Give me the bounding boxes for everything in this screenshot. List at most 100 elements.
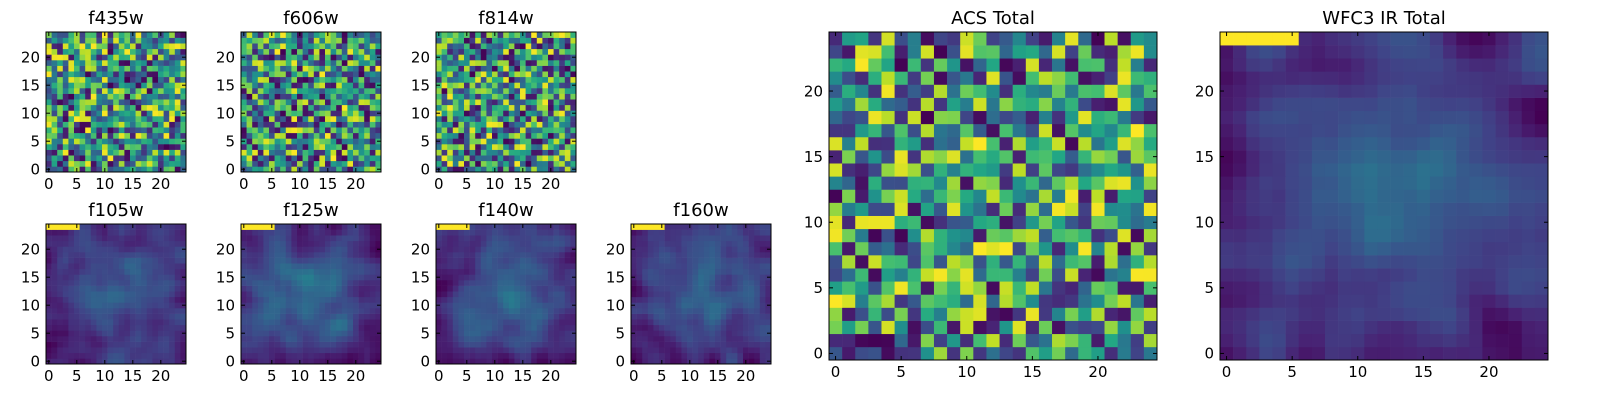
heatmap-cell (497, 274, 504, 281)
heatmap-cell (263, 341, 270, 348)
heatmap-cell (692, 274, 699, 281)
heatmap-cell (881, 241, 895, 256)
heatmap-cell (525, 138, 532, 145)
heatmap-cell (124, 116, 131, 122)
heatmap-cell (280, 336, 287, 342)
heatmap-cell (180, 65, 187, 72)
heatmap-cell (68, 127, 75, 134)
heatmap-cell (525, 54, 532, 61)
heatmap-cell (520, 308, 526, 314)
heatmap-cell (364, 252, 371, 258)
heatmap-cell (90, 257, 97, 264)
heatmap-cell (548, 330, 554, 337)
heatmap-cell (174, 313, 181, 320)
heatmap-cell (647, 252, 654, 258)
heatmap-cell (291, 32, 298, 38)
heatmap-cell (74, 149, 80, 156)
heatmap-cell (341, 341, 348, 348)
heatmap-cell (180, 155, 187, 162)
heatmap-cell (96, 110, 103, 117)
heatmap-cell (375, 76, 382, 83)
heatmap-cell (542, 104, 549, 111)
axes-frame (435, 223, 577, 365)
heatmap-cell (68, 32, 75, 38)
y-tick-label: 20 (216, 240, 235, 258)
heatmap-cell (855, 281, 869, 295)
heatmap-cell (358, 144, 365, 150)
heatmap-cell (737, 302, 744, 309)
heatmap-cell (647, 336, 654, 342)
heatmap-cell (313, 268, 320, 275)
heatmap-cell (486, 341, 493, 348)
heatmap-cell (107, 252, 114, 258)
heatmap-cell (353, 285, 359, 292)
heatmap-cell (1104, 346, 1118, 361)
heatmap-cell (564, 347, 571, 354)
heatmap-cell (636, 352, 643, 359)
heatmap-cell (907, 255, 922, 269)
heatmap-cell (90, 296, 97, 303)
heatmap-cell (280, 132, 287, 139)
heatmap-cell (503, 104, 510, 111)
heatmap-cell (675, 274, 682, 281)
heatmap-cell (514, 104, 521, 111)
heatmap-cell (564, 166, 571, 173)
heatmap-cell (536, 155, 543, 162)
heatmap-cell (118, 76, 125, 83)
heatmap-cell (152, 160, 159, 167)
heatmap-cell (319, 352, 326, 359)
heatmap-cell (553, 352, 560, 359)
heatmap-cell (285, 43, 292, 50)
heatmap-cell (508, 166, 515, 173)
heatmap-cell (447, 336, 454, 342)
heatmap-cell (475, 160, 482, 167)
heatmap-cell (291, 285, 298, 292)
heatmap-cell (180, 308, 187, 314)
heatmap-cell (135, 358, 142, 365)
heatmap-cell (313, 76, 320, 83)
heatmap-cell (336, 308, 343, 314)
heatmap-cell (531, 268, 538, 275)
heatmap-cell (85, 319, 92, 326)
heatmap-cell (169, 93, 176, 100)
heatmap-cell (113, 37, 120, 44)
heatmap-cell (113, 65, 120, 72)
heatmap-cell (475, 268, 482, 275)
heatmap-cell (469, 224, 476, 230)
heatmap-cell (960, 346, 974, 361)
heatmap-cell (542, 285, 549, 292)
heatmap-cell (174, 48, 181, 55)
heatmap-cell (257, 149, 264, 156)
heatmap-cell (542, 138, 549, 145)
heatmap-cell (531, 274, 538, 281)
heatmap-cell (542, 224, 549, 230)
heatmap-cell (531, 285, 538, 292)
heatmap-cell (51, 121, 58, 128)
heatmap-cell (492, 257, 498, 264)
heatmap-cell (291, 274, 298, 281)
heatmap-cell (313, 302, 320, 309)
heatmap-cell (274, 285, 281, 292)
heatmap-cell (973, 255, 987, 269)
heatmap-cell (559, 166, 566, 173)
heatmap-cell (525, 330, 532, 337)
heatmap-cell (319, 246, 326, 253)
heatmap-cell (241, 352, 247, 359)
heatmap-cell (520, 341, 526, 348)
heatmap-cell (241, 252, 247, 258)
heatmap-cell (492, 99, 498, 106)
heatmap-cell (152, 138, 159, 145)
heatmap-cell (269, 104, 275, 111)
heatmap-cell (364, 330, 371, 337)
heatmap-cell (709, 224, 716, 230)
heatmap-cell (152, 240, 159, 247)
heatmap-cell (508, 336, 515, 342)
heatmap-cell (525, 76, 532, 83)
heatmap-cell (330, 291, 337, 298)
heatmap-cell (559, 252, 566, 258)
heatmap-cell (90, 132, 97, 139)
heatmap-cell (525, 60, 532, 66)
heatmap-cell (174, 144, 181, 150)
heatmap-cell (325, 71, 331, 78)
heatmap-cell (302, 240, 309, 247)
